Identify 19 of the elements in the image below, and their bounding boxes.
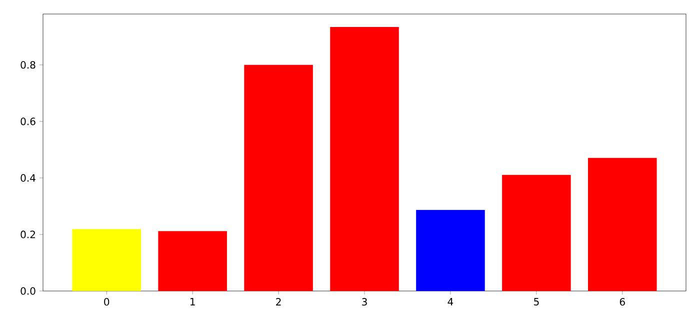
y-tick-label: 0.4 <box>20 174 36 182</box>
y-tick-label: 0.8 <box>20 61 36 69</box>
bar <box>502 174 571 291</box>
x-tick-label: 0 <box>104 298 110 306</box>
y-tick-label: 0.2 <box>20 230 35 238</box>
x-tick-label: 2 <box>276 298 281 306</box>
x-tick-label: 3 <box>362 298 367 306</box>
bar <box>158 231 227 291</box>
y-tick-label: 0.0 <box>20 287 36 295</box>
bar <box>244 64 313 291</box>
bar <box>330 27 399 291</box>
bar <box>416 210 485 291</box>
y-tick-label: 0.6 <box>20 118 36 126</box>
x-tick-label: 1 <box>190 298 195 306</box>
x-tick-label: 5 <box>534 298 539 306</box>
x-tick-label: 4 <box>448 298 454 306</box>
bar <box>72 229 142 291</box>
bar <box>588 158 657 291</box>
x-tick-label: 6 <box>620 298 625 306</box>
